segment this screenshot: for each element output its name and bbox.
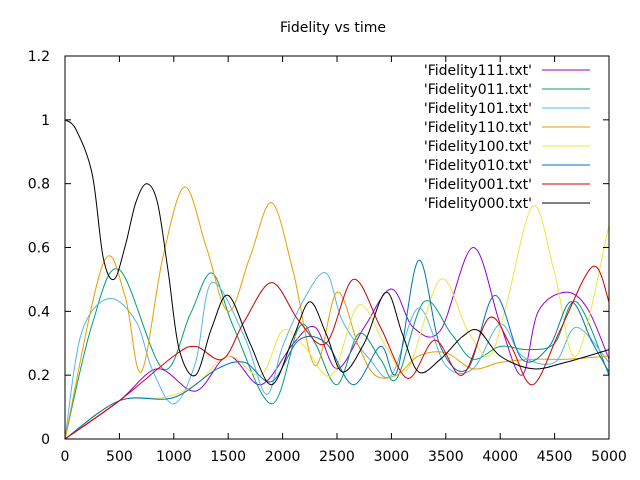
y-tick-label: 0.4	[28, 304, 50, 320]
legend-label: 'Fidelity010.txt'	[424, 158, 532, 174]
series-line-2	[64, 272, 610, 440]
x-tick-label: 3500	[428, 449, 464, 465]
legend-label: 'Fidelity000.txt'	[424, 196, 532, 212]
x-tick-label: 1000	[156, 449, 192, 465]
y-tick-label: 0.6	[28, 241, 50, 257]
x-tick-label: 5000	[591, 449, 627, 465]
axis-ticks-group: 0 500 1000 1500 2000 2500 3000 3500 4000 4500 5000…	[28, 49, 627, 465]
x-tick-label: 4500	[537, 449, 573, 465]
y-tick-label: 1.2	[28, 49, 50, 65]
x-tick-label: 1500	[210, 449, 246, 465]
series-line-5	[64, 259, 610, 440]
series-line-0	[64, 246, 610, 440]
y-tick-label: 0	[41, 432, 50, 448]
legend-label: 'Fidelity111.txt'	[424, 63, 532, 79]
legend-label: 'Fidelity001.txt'	[424, 177, 532, 193]
legend: 'Fidelity111.txt' 'Fidelity011.txt' 'Fidel…	[424, 63, 590, 212]
series-line-3	[64, 186, 610, 440]
legend-label: 'Fidelity100.txt'	[424, 139, 532, 155]
x-tick-label: 4000	[482, 449, 518, 465]
y-tick-label: 0.2	[28, 368, 50, 384]
plot-series-group	[64, 119, 610, 440]
series-line-7	[64, 119, 610, 386]
x-tick-label: 500	[106, 449, 133, 465]
x-tick-label: 0	[61, 449, 70, 465]
y-tick-label: 0.8	[28, 177, 50, 193]
x-tick-label: 2000	[265, 449, 301, 465]
chart-title: Fidelity vs time	[280, 20, 386, 36]
y-tick-label: 1	[41, 113, 50, 129]
series-line-6	[64, 266, 610, 440]
x-tick-label: 2500	[319, 449, 355, 465]
series-line-4	[64, 205, 610, 440]
legend-label: 'Fidelity110.txt'	[424, 120, 532, 136]
x-tick-label: 3000	[374, 449, 410, 465]
legend-label: 'Fidelity101.txt'	[424, 101, 532, 117]
legend-label: 'Fidelity011.txt'	[424, 82, 532, 98]
